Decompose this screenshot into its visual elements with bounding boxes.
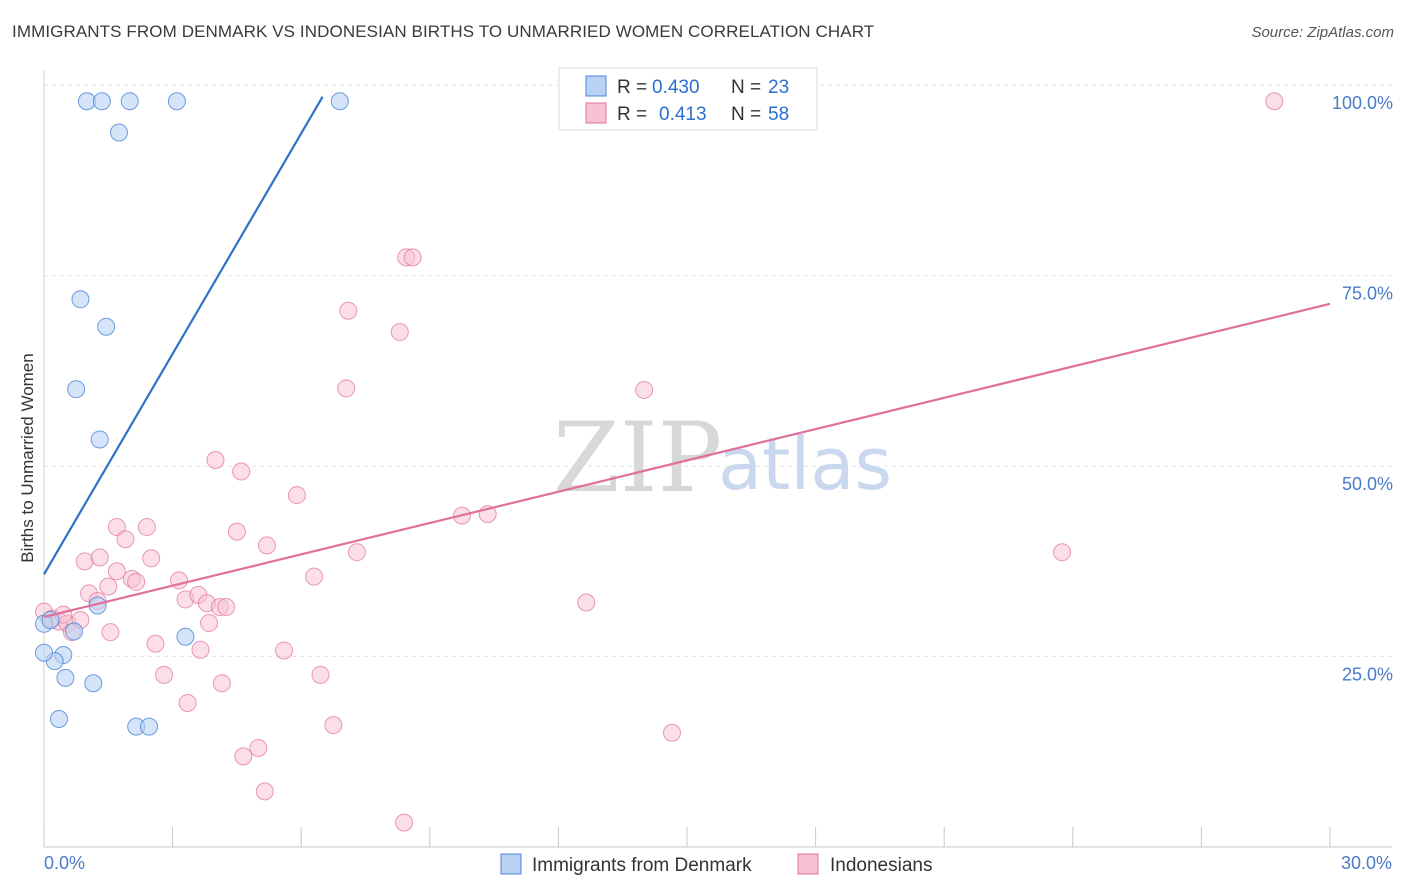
legend-n-label-2: N =: [731, 104, 761, 125]
trend-line-denmark: [43, 96, 324, 575]
point-indonesians-12: [75, 552, 94, 571]
point-indonesians-39: [324, 716, 343, 735]
chart-source: Source: ZipAtlas.com: [1251, 24, 1394, 41]
point-denmark-1: [92, 92, 111, 111]
point-denmark-21: [35, 643, 53, 662]
trend-lines: [43, 96, 1331, 619]
point-indonesians-33: [257, 536, 276, 555]
point-indonesians-48: [255, 782, 274, 801]
legend-swatch-denmark: [585, 75, 607, 97]
point-denmark-5: [110, 123, 129, 142]
watermark-atlas: atlas: [718, 422, 892, 506]
point-indonesians-27: [178, 694, 197, 713]
point-indonesians-8: [99, 577, 118, 596]
point-indonesians-13: [90, 548, 109, 567]
bottom-legend-swatch-denmark: [500, 853, 522, 875]
point-indonesians-40: [347, 543, 366, 562]
point-indonesians-46: [249, 738, 268, 757]
axes: [43, 70, 1392, 848]
legend-n-value-1: 23: [768, 77, 789, 98]
y-tick-labels: 25.0% 50.0% 75.0% 100.0%: [1332, 93, 1393, 684]
point-indonesians-42: [337, 379, 356, 398]
point-denmark-7: [97, 317, 116, 336]
point-denmark-16: [56, 668, 75, 687]
point-indonesians-54: [662, 723, 681, 742]
point-denmark-3: [167, 92, 186, 111]
point-indonesians-9: [107, 562, 126, 581]
points-immigrants-from-denmark: [35, 92, 349, 736]
trend-line-indonesians: [43, 302, 1331, 619]
point-indonesians-16: [137, 518, 156, 537]
point-denmark-9: [90, 430, 109, 449]
point-indonesians-30: [227, 522, 246, 541]
point-indonesians-47: [234, 747, 253, 766]
bottom-legend-swatch-indonesians: [797, 853, 819, 875]
point-indonesians-11: [101, 623, 120, 642]
point-indonesians-45: [403, 248, 422, 267]
point-indonesians-34: [206, 451, 225, 470]
point-indonesians-17: [142, 549, 161, 568]
point-denmark-0: [77, 92, 96, 111]
point-indonesians-37: [305, 567, 324, 586]
bottom-legend-label-indonesians: Indonesians: [830, 855, 932, 876]
point-denmark-8: [67, 380, 86, 399]
point-indonesians-41: [339, 301, 358, 320]
point-indonesians-32: [232, 462, 251, 481]
point-denmark-4: [330, 92, 349, 111]
point-denmark-20: [140, 717, 159, 736]
bottom-legend: Immigrants from Denmark Indonesians: [500, 853, 932, 876]
y-axis-label: Births to Unmarried Women: [18, 353, 37, 562]
point-indonesians-43: [390, 323, 409, 342]
point-indonesians-15: [116, 530, 135, 549]
legend-r-value-1: 0.430: [652, 77, 700, 98]
point-indonesians-29: [217, 598, 236, 617]
x-tick-label-min: 0.0%: [44, 853, 85, 873]
y-tick-label-0: 25.0%: [1342, 665, 1393, 685]
point-indonesians-26: [191, 640, 210, 659]
legend-r-value-2: 0.413: [659, 104, 707, 125]
point-indonesians-14: [107, 518, 126, 537]
point-denmark-6: [71, 290, 90, 309]
legend-r-label-1: R =: [617, 77, 647, 98]
point-denmark-18: [50, 710, 69, 729]
y-tick-label-3: 100.0%: [1332, 93, 1393, 113]
point-indonesians-18: [127, 572, 146, 591]
legend-r-label-2: R =: [617, 104, 647, 125]
point-denmark-17: [84, 674, 103, 693]
grid-lines: [44, 84, 1392, 658]
point-indonesians-35: [275, 641, 294, 660]
point-denmark-2: [120, 92, 139, 111]
point-denmark-11: [65, 622, 84, 641]
point-indonesians-49: [395, 813, 414, 832]
legend-n-label-1: N =: [731, 77, 761, 98]
legend-swatch-indonesians: [585, 102, 607, 124]
chart-title: IMMIGRANTS FROM DENMARK VS INDONESIAN BI…: [12, 22, 875, 41]
point-indonesians-38: [311, 665, 330, 684]
point-indonesians-36: [287, 486, 306, 505]
x-tick-label-max: 30.0%: [1341, 853, 1392, 873]
point-indonesians-53: [635, 380, 654, 399]
y-tick-label-2: 75.0%: [1342, 284, 1393, 304]
legend: R = 0.430 N = 23 R = 0.413 N = 58: [558, 67, 818, 131]
watermark: ZIP atlas: [553, 402, 892, 514]
bottom-legend-label-denmark: Immigrants from Denmark: [532, 855, 752, 876]
point-indonesians-25: [200, 614, 219, 633]
point-indonesians-19: [146, 634, 165, 653]
point-indonesians-56: [1265, 92, 1284, 111]
point-indonesians-31: [212, 674, 231, 693]
x-tick-labels: 0.0% 30.0%: [44, 853, 1392, 873]
point-indonesians-55: [1053, 543, 1072, 562]
point-indonesians-20: [155, 665, 174, 684]
y-tick-label-1: 50.0%: [1342, 474, 1393, 494]
legend-n-value-2: 58: [768, 104, 789, 125]
point-denmark-13: [176, 627, 195, 646]
point-indonesians-52: [577, 593, 596, 612]
